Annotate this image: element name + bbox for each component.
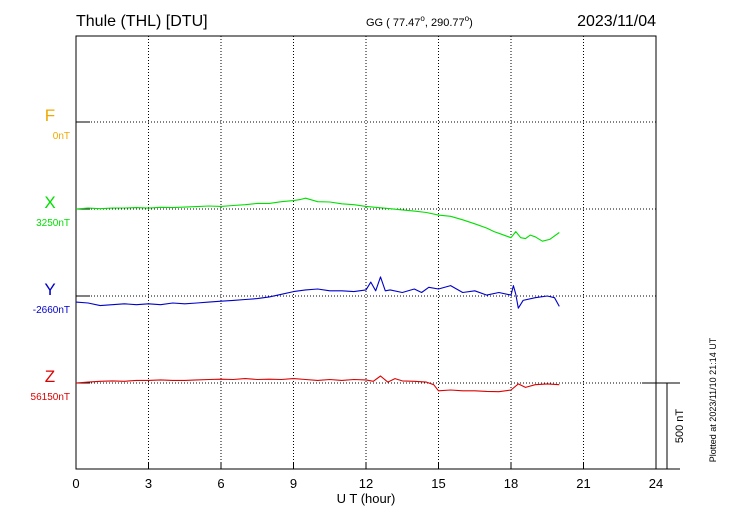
scale-bar-label: 500 nT: [674, 409, 686, 444]
series-line-z: [75, 375, 560, 393]
x-tick-label: 12: [359, 476, 373, 491]
coordinates-label: GG ( 77.47o, 290.77o): [366, 14, 473, 29]
baseline-label-f: 0nT: [53, 131, 70, 142]
plotted-at-note: Plotted at 2023/11/10 21:14 UT: [708, 337, 718, 462]
component-letter-y: Y: [44, 280, 55, 299]
degree-sup-1: o: [420, 14, 425, 23]
series-line-x: [75, 197, 560, 242]
x-tick-label: 9: [290, 476, 297, 491]
component-letter-z: Z: [45, 367, 55, 386]
baseline-label-z: 56150nT: [31, 392, 70, 403]
component-labels: F 0nT X 3250nT Y -2660nT Z 56150nT: [31, 106, 70, 403]
x-tick-label: 15: [431, 476, 445, 491]
x-tick-label: 3: [145, 476, 152, 491]
x-tick-label: 21: [576, 476, 590, 491]
degree-sup-2: o: [465, 14, 470, 23]
x-axis-ticks: 0 3 6 9 12 15 18 21 24: [72, 463, 663, 491]
series-lines: [75, 197, 560, 393]
station-title: Thule (THL) [DTU]: [76, 13, 208, 30]
x-tick-label: 18: [504, 476, 518, 491]
component-letter-x: X: [44, 193, 55, 212]
x-tick-label: 0: [72, 476, 79, 491]
component-letter-f: F: [45, 106, 55, 125]
grid: [76, 36, 656, 469]
x-tick-label: 24: [649, 476, 663, 491]
date-label: 2023/11/04: [577, 13, 656, 30]
x-axis-title: U T (hour): [337, 491, 396, 506]
baseline-label-y: -2660nT: [33, 305, 70, 316]
series-line-y: [75, 276, 560, 309]
scale-bar: 500 nT: [642, 382, 686, 470]
x-tick-label: 6: [217, 476, 224, 491]
baseline-label-x: 3250nT: [36, 218, 70, 229]
